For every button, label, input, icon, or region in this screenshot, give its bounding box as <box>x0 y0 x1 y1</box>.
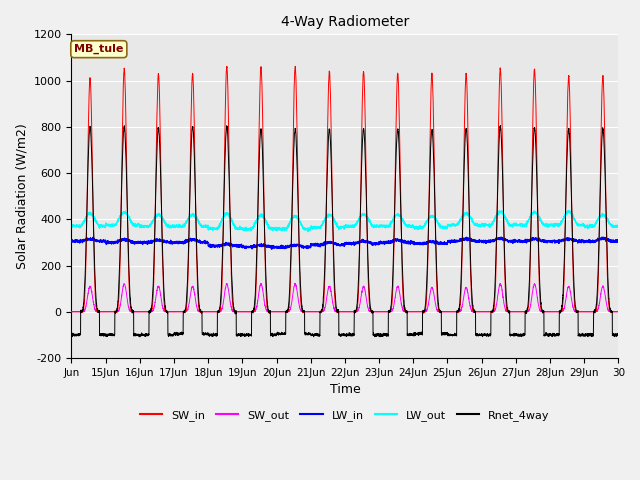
Y-axis label: Solar Radiation (W/m2): Solar Radiation (W/m2) <box>15 123 28 269</box>
Text: MB_tule: MB_tule <box>74 44 124 54</box>
X-axis label: Time: Time <box>330 383 360 396</box>
Title: 4-Way Radiometer: 4-Way Radiometer <box>281 15 409 29</box>
Legend: SW_in, SW_out, LW_in, LW_out, Rnet_4way: SW_in, SW_out, LW_in, LW_out, Rnet_4way <box>136 406 554 425</box>
